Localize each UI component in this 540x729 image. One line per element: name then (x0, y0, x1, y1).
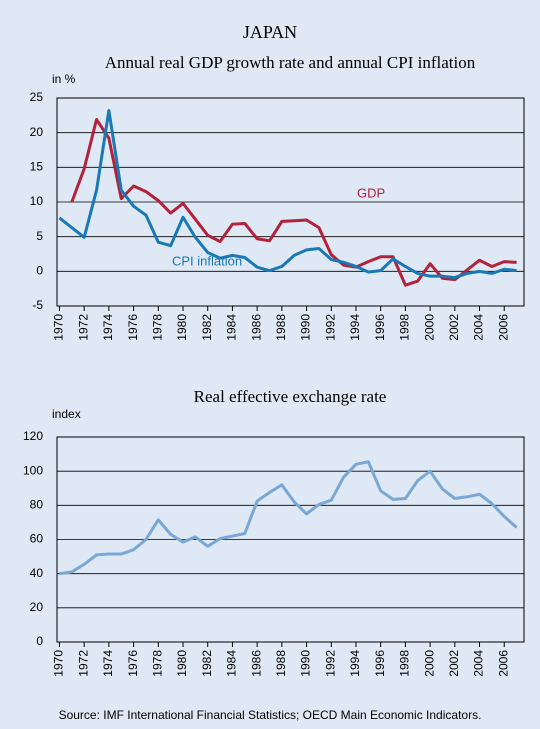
data-line (58, 108, 517, 280)
y-axis-label: index (52, 407, 81, 421)
y-tick-label: 100 (23, 463, 43, 477)
x-tick-label: 1990 (299, 650, 313, 677)
series-label: GDP (357, 185, 385, 200)
chart-title: Real effective exchange rate (194, 387, 387, 406)
x-tick-label: 1984 (225, 314, 239, 341)
series-label: CPI inflation (172, 253, 242, 268)
x-tick-label: 2004 (472, 314, 486, 341)
y-tick-label: 20 (30, 600, 44, 614)
y-tick-label: 5 (36, 229, 43, 243)
page-title: JAPAN (243, 22, 297, 42)
x-tick-label: 1984 (225, 650, 239, 677)
x-tick-label: 1996 (373, 650, 387, 677)
x-tick-label: 2006 (496, 314, 510, 341)
y-tick-label: 25 (30, 90, 44, 104)
x-tick-label: 1974 (101, 314, 115, 341)
x-tick-label: 1982 (200, 650, 214, 677)
x-tick-label: 1976 (126, 314, 140, 341)
x-tick-label: 1988 (274, 314, 288, 341)
x-tick-label: 1976 (126, 650, 140, 677)
y-tick-label: 40 (30, 566, 44, 580)
x-tick-label: 1970 (52, 650, 66, 677)
x-tick-label: 2000 (422, 314, 436, 341)
x-tick-label: 1972 (76, 314, 90, 341)
x-tick-label: 1972 (76, 650, 90, 677)
x-tick-label: 2000 (422, 650, 436, 677)
y-tick-label: 20 (30, 125, 44, 139)
plot-frame (56, 97, 525, 307)
y-tick-label: 15 (30, 160, 44, 174)
x-tick-label: 1992 (323, 650, 337, 677)
x-tick-label: 1988 (274, 650, 288, 677)
x-tick-label: 1980 (175, 650, 189, 677)
y-tick-label: -5 (32, 298, 43, 312)
y-tick-label: 0 (36, 264, 43, 278)
x-tick-label: 1970 (52, 314, 66, 341)
plot-frame (56, 436, 525, 643)
x-tick-label: 1986 (249, 314, 263, 341)
y-tick-label: 120 (23, 429, 43, 443)
x-tick-label: 1982 (200, 314, 214, 341)
x-tick-label: 1998 (398, 650, 412, 677)
x-tick-label: 2002 (447, 314, 461, 341)
x-tick-label: 2002 (447, 650, 461, 677)
chart-title: Annual real GDP growth rate and annual C… (105, 53, 476, 72)
x-tick-label: 1974 (101, 650, 115, 677)
x-tick-label: 1978 (150, 314, 164, 341)
x-tick-label: 1994 (348, 314, 362, 341)
data-line (70, 117, 517, 287)
x-tick-label: 2004 (472, 650, 486, 677)
y-axis-label: in % (52, 72, 76, 86)
x-tick-label: 1986 (249, 650, 263, 677)
data-line (59, 460, 518, 576)
x-tick-label: 1998 (398, 314, 412, 341)
x-tick-label: 2006 (496, 650, 510, 677)
y-tick-label: 80 (30, 498, 44, 512)
x-tick-label: 1978 (150, 650, 164, 677)
y-tick-label: 10 (30, 194, 44, 208)
source: Source: IMF International Financial Stat… (59, 708, 482, 722)
x-tick-label: 1990 (299, 314, 313, 341)
y-tick-label: 0 (36, 634, 43, 648)
x-tick-label: 1980 (175, 314, 189, 341)
x-tick-label: 1996 (373, 314, 387, 341)
y-tick-label: 60 (30, 532, 44, 546)
x-tick-label: 1994 (348, 650, 362, 677)
x-tick-label: 1992 (323, 314, 337, 341)
